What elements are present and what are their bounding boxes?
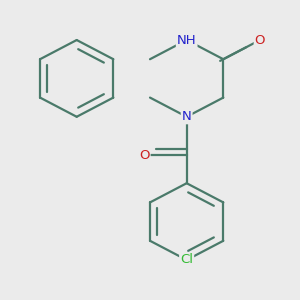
Text: O: O [139,148,150,162]
Text: NH: NH [177,34,196,46]
Text: N: N [182,110,191,123]
Text: O: O [255,34,265,46]
Text: Cl: Cl [180,254,193,266]
